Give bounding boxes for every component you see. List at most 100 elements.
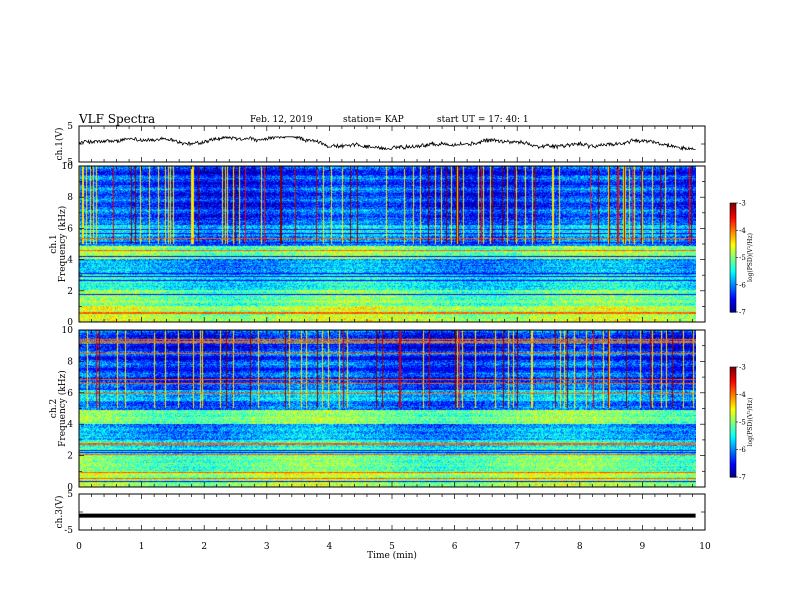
y-tick-label: -5	[64, 526, 73, 536]
colorbar-swatch	[730, 383, 736, 386]
colorbar-swatch	[730, 440, 736, 443]
colorbar-swatch	[730, 475, 736, 478]
colorbar-swatch	[730, 442, 736, 445]
colorbar-tick-label: -7	[739, 309, 746, 317]
colorbar-swatch	[730, 429, 736, 432]
colorbar-swatch	[730, 237, 736, 240]
colorbar-swatch	[730, 473, 736, 476]
colorbar-swatch	[730, 368, 736, 372]
colorbar-swatch	[730, 261, 736, 264]
colorbar-swatch	[730, 264, 736, 268]
panel-1-x-ticks	[78, 126, 706, 162]
colorbar-swatch	[730, 451, 736, 454]
panel-1-line: 5 -5	[64, 122, 705, 168]
x-tick-label: 10	[699, 542, 711, 552]
y-tick-label: 0	[67, 483, 73, 493]
colorbar-swatch	[730, 367, 736, 370]
colorbar-swatch	[730, 411, 736, 414]
colorbar-tick-label: -6	[739, 446, 746, 454]
colorbar-swatch	[730, 206, 736, 210]
colorbar-swatch	[730, 308, 736, 311]
colorbar-swatch	[730, 420, 736, 423]
colorbar-swatch	[730, 396, 736, 399]
colorbar-swatch	[730, 464, 736, 467]
colorbar-swatch	[730, 462, 736, 465]
colorbar-swatch	[730, 259, 736, 262]
panel-2-ylabel: Frequency (kHz)	[57, 206, 68, 283]
y-tick-label: 4	[67, 256, 73, 266]
colorbar-swatch	[730, 425, 736, 429]
colorbar-swatch	[730, 293, 736, 297]
colorbar-tick-label: -6	[739, 281, 746, 289]
colorbar-swatch	[730, 433, 736, 436]
panel-2-colorbar: -3 -4 -5 -6 -7 log(PSD)(V²/Hz)	[729, 200, 754, 317]
colorbar-swatch	[730, 310, 736, 313]
x-tick-label: 4	[327, 542, 333, 552]
colorbar-swatch	[730, 250, 736, 253]
colorbar-swatch	[730, 416, 736, 419]
colorbar-swatch	[730, 212, 736, 215]
colorbar-swatch	[730, 219, 736, 222]
x-tick-label: 6	[452, 542, 458, 552]
panel-3-ylabel: ch.2	[49, 399, 59, 418]
colorbar-swatch	[730, 444, 736, 447]
colorbar-swatch	[730, 241, 736, 244]
colorbar-swatch	[730, 213, 736, 217]
colorbar-tick-label: -3	[739, 364, 746, 372]
colorbar-swatch	[730, 379, 736, 383]
colorbar-swatch	[730, 262, 736, 266]
colorbar-swatch	[730, 246, 736, 250]
x-tick-label: 3	[264, 542, 270, 552]
colorbar-swatch	[730, 385, 736, 388]
colorbar-swatch	[730, 284, 736, 288]
colorbar-swatch	[730, 387, 736, 390]
colorbar-swatch	[730, 398, 736, 401]
colorbar-swatch	[730, 414, 736, 418]
panel-3-ylabel: Frequency (kHz)	[57, 370, 68, 447]
colorbar-swatch	[730, 228, 736, 231]
colorbar-swatch	[730, 290, 736, 293]
colorbar-swatch	[730, 378, 736, 381]
colorbar-swatch	[730, 390, 736, 394]
colorbar-swatch	[730, 394, 736, 397]
colorbar-swatch	[730, 224, 736, 228]
figure-start-time: start UT = 17: 40: 1	[437, 115, 529, 125]
x-tick-label: 5	[389, 542, 395, 552]
y-tick-label: 0	[67, 318, 73, 328]
colorbar-swatch	[730, 412, 736, 416]
colorbar-swatch	[730, 273, 736, 277]
colorbar-swatch	[730, 471, 736, 474]
colorbar-swatch	[730, 203, 736, 206]
colorbar-swatch	[730, 217, 736, 220]
ch1-waveform	[78, 135, 696, 151]
colorbar-swatch	[730, 467, 736, 471]
panel-4-frame	[78, 493, 706, 531]
figure-title: VLF Spectra	[79, 112, 156, 126]
colorbar-swatch	[730, 272, 736, 275]
colorbar-swatch	[730, 295, 736, 299]
x-axis: 0 1 2 3 4 5 6 7 8 9 10 Time (min)	[76, 542, 711, 561]
colorbar-swatch	[730, 423, 736, 427]
colorbar-swatch	[730, 270, 736, 273]
colorbar-swatch	[730, 282, 736, 286]
colorbar-swatch	[730, 279, 736, 282]
y-tick-label: -5	[64, 158, 73, 168]
colorbar-swatch	[730, 422, 736, 425]
colorbar-swatch	[730, 242, 736, 246]
colorbar-swatch	[730, 257, 736, 260]
colorbar-swatch	[730, 235, 736, 239]
x-tick-label: 2	[201, 542, 207, 552]
y-tick-label: 4	[67, 420, 73, 430]
colorbar-tick-label: -5	[739, 254, 746, 262]
colorbar-swatch	[730, 275, 736, 279]
colorbar-swatch	[730, 418, 736, 421]
y-tick-label: 6	[67, 224, 73, 234]
colorbar-swatch	[730, 222, 736, 226]
colorbar-swatch	[730, 389, 736, 392]
figure-date: Feb. 12, 2019	[250, 115, 313, 125]
colorbar-tick-label: -7	[739, 474, 746, 482]
figure-station: station= KAP	[343, 115, 404, 125]
panel-4-ylabel: ch.3(V)	[54, 496, 65, 529]
colorbar-swatch	[730, 306, 736, 309]
